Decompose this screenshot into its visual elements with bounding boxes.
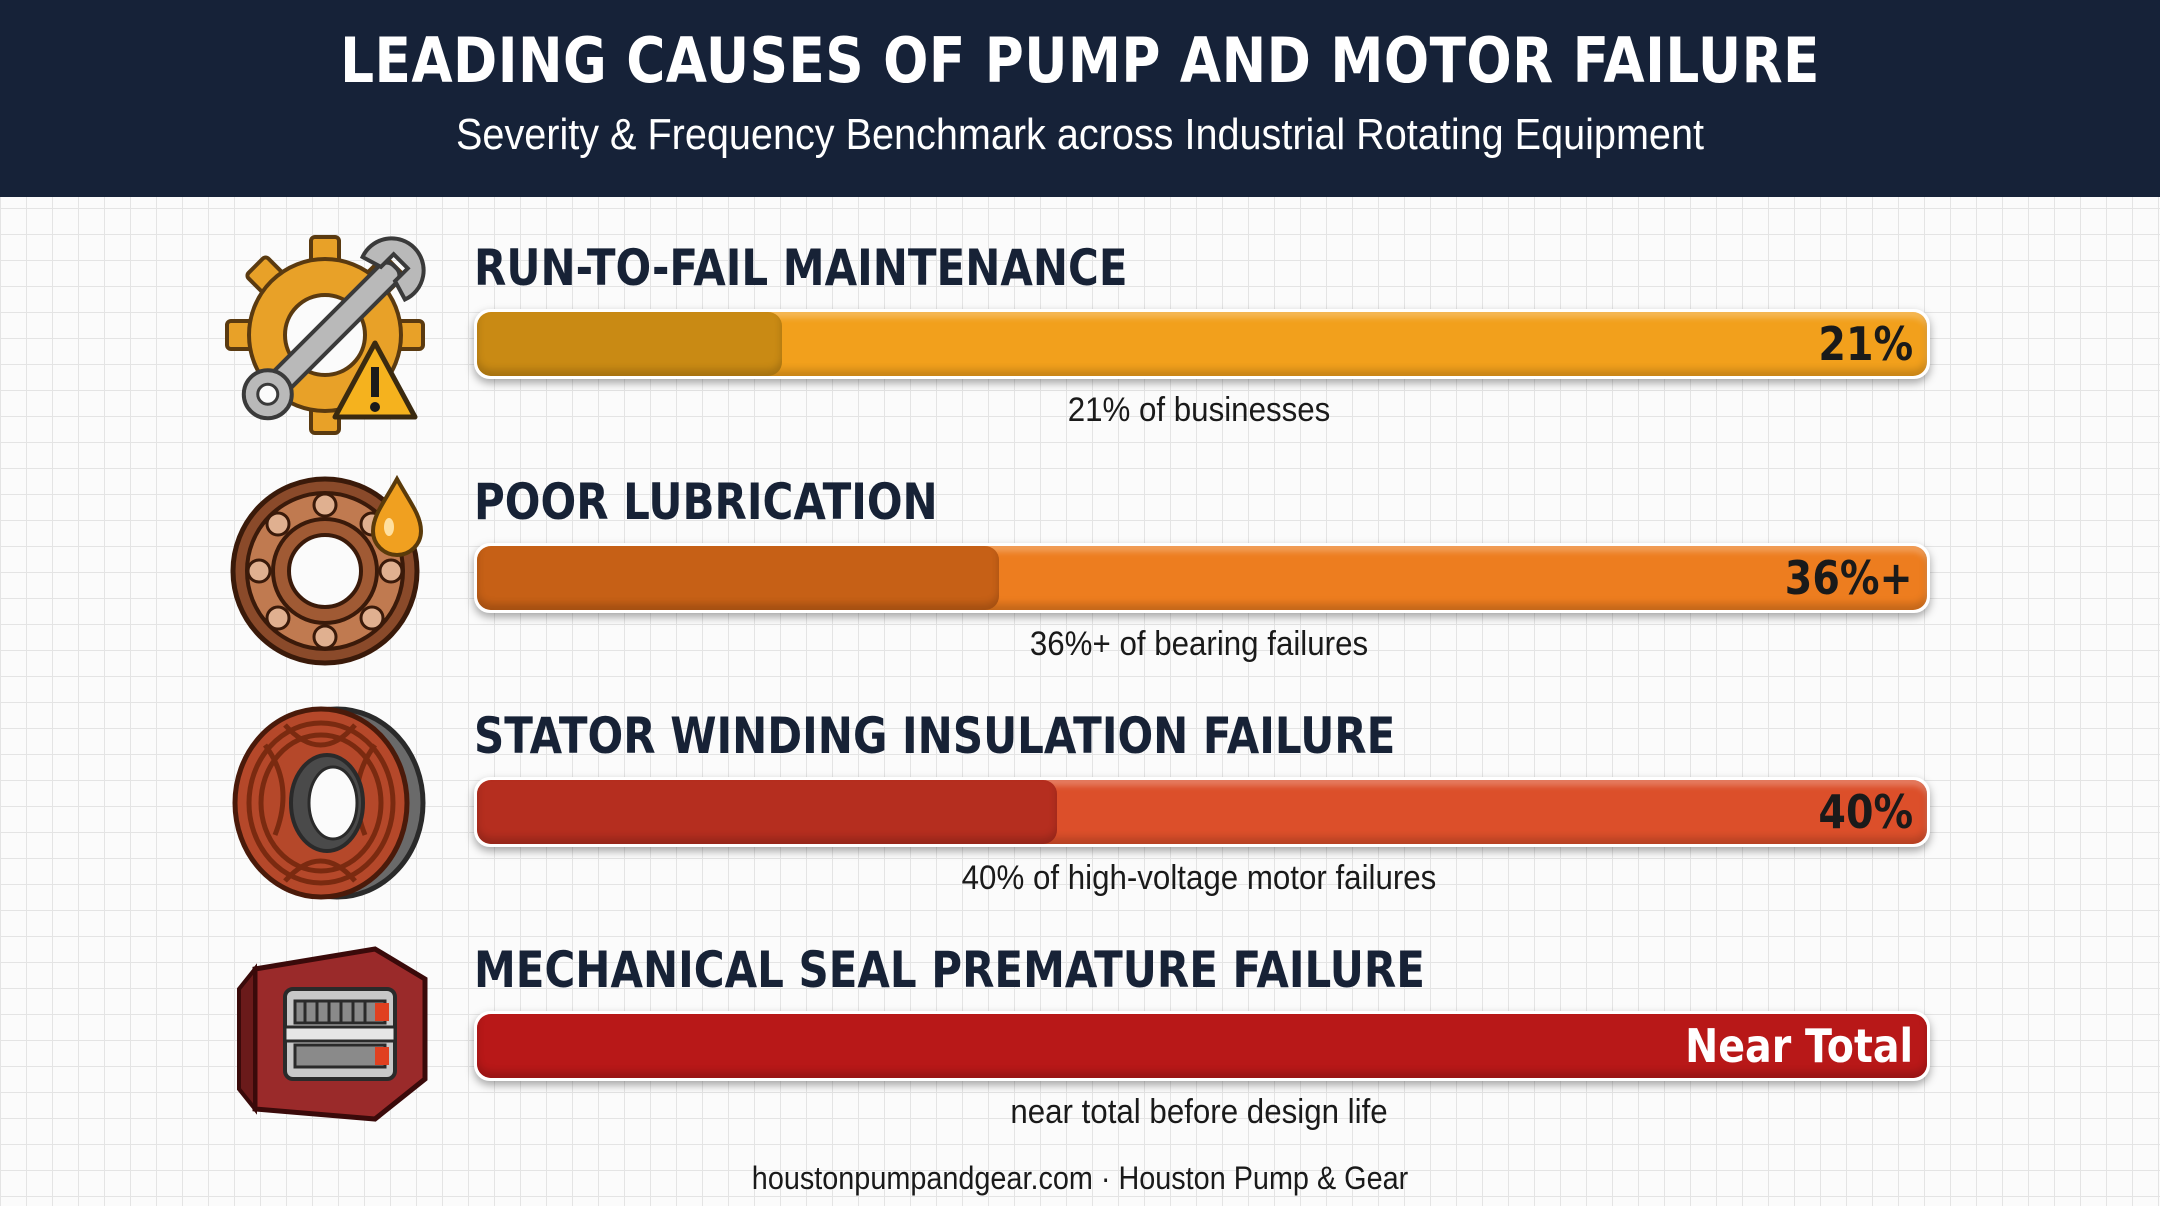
chart-subtitle: Severity & Frequency Benchmark across In… (456, 110, 1704, 159)
bar-fill (477, 780, 1927, 844)
bar-value-label: 21% (1818, 317, 1913, 371)
bar-shade (477, 312, 782, 376)
bar-note: 21% of businesses (1067, 391, 1331, 429)
bearing-oil-drop-icon (230, 474, 424, 666)
bar-row-mechanical-seal: MECHANICAL SEAL PREMATURE FAILURE Near T… (0, 911, 2160, 1141)
header-banner: LEADING CAUSES OF PUMP AND MOTOR FAILURE… (0, 0, 2160, 197)
stator-winding-icon (232, 706, 426, 900)
wrench-gear-warning-icon (225, 235, 426, 435)
category-label: MECHANICAL SEAL PREMATURE FAILURE (474, 941, 1425, 999)
bar-shade (477, 1014, 1927, 1078)
bar-value-label: 36%+ (1785, 551, 1913, 605)
bar-track: 40% (474, 777, 1930, 847)
bar-fill (477, 1014, 1927, 1078)
chart-title: LEADING CAUSES OF PUMP AND MOTOR FAILURE (340, 24, 1820, 97)
bar-track: 21% (474, 309, 1930, 379)
bar-row-poor-lubrication: POOR LUBRICATION 36%+ 36%+ of bearing fa… (0, 443, 2160, 673)
bar-note: 36%+ of bearing failures (1029, 625, 1369, 663)
mechanical-seal-icon (237, 946, 428, 1122)
bar-value-label: Near Total (1685, 1019, 1913, 1073)
footer-credit: houstonpumpandgear.com · Houston Pump & … (751, 1160, 1409, 1196)
bar-shade (477, 546, 999, 610)
bar-note: near total before design life (1010, 1093, 1388, 1131)
bar-value-label: 40% (1818, 785, 1913, 839)
bar-track: Near Total (474, 1011, 1930, 1081)
bar-row-run-to-fail: RUN-TO-FAIL MAINTENANCE 21% 21% of busin… (0, 209, 2160, 439)
bar-fill (477, 312, 1927, 376)
bar-shade (477, 780, 1057, 844)
category-label: STATOR WINDING INSULATION FAILURE (474, 707, 1396, 765)
bar-fill (477, 546, 1927, 610)
bar-track: 36%+ (474, 543, 1930, 613)
bar-row-stator-winding: STATOR WINDING INSULATION FAILURE 40% 40… (0, 677, 2160, 907)
category-label: RUN-TO-FAIL MAINTENANCE (474, 239, 1128, 297)
category-label: POOR LUBRICATION (474, 473, 938, 531)
bar-note: 40% of high-voltage motor failures (961, 859, 1437, 897)
